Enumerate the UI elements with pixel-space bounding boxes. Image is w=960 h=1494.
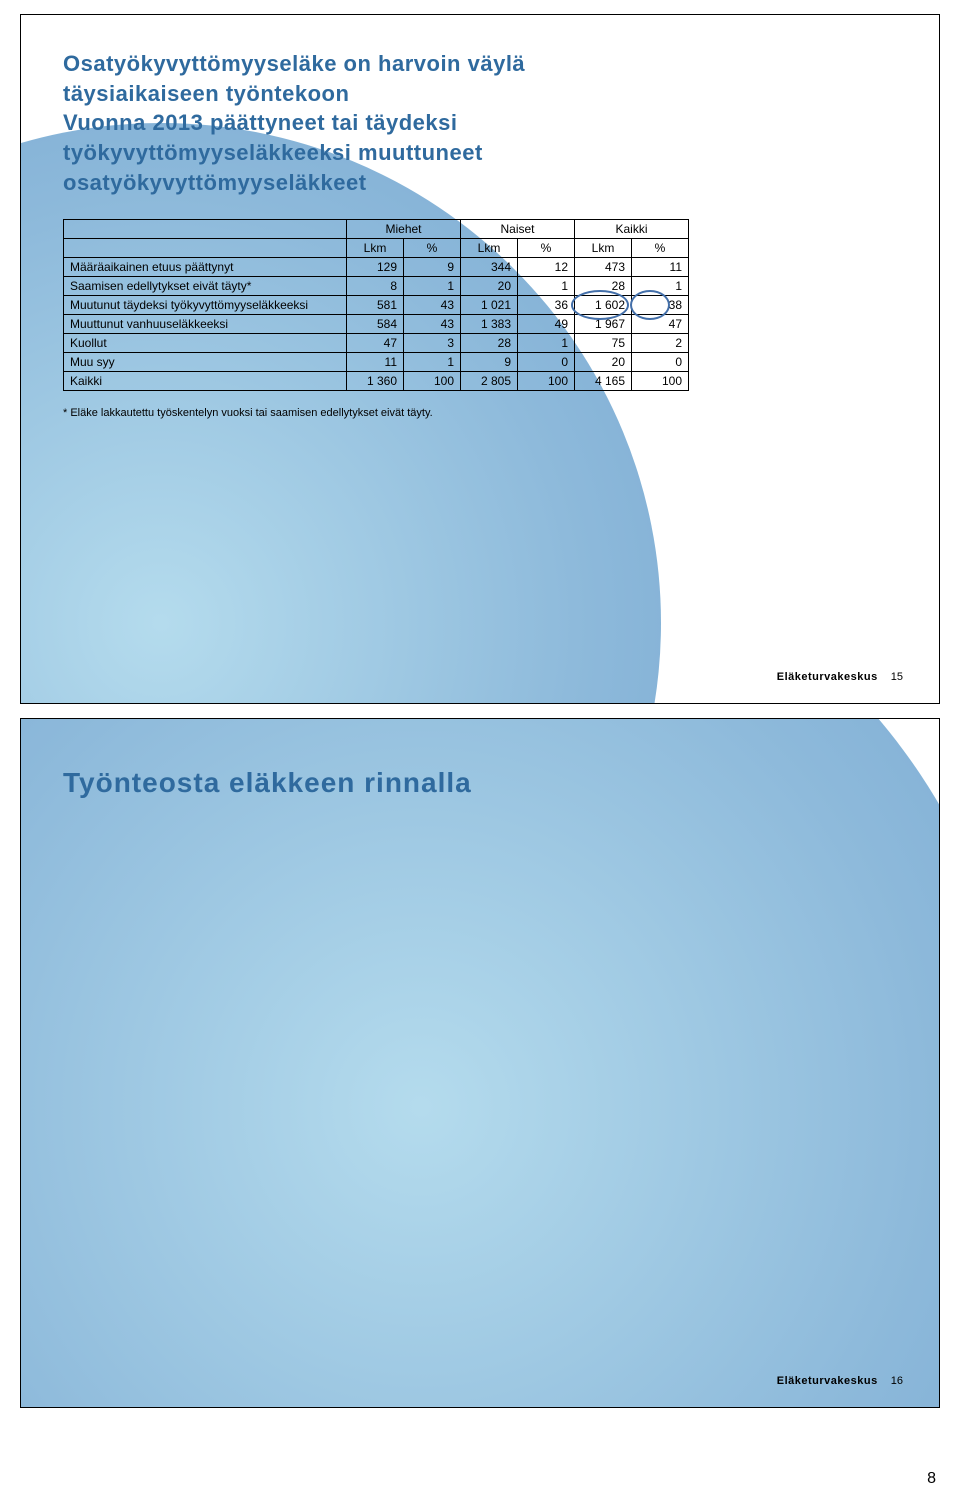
row-cell: 1	[518, 334, 575, 353]
table-row: Muutunut täydeksi työkyvyttömyyseläkkeek…	[64, 296, 689, 315]
table-sub-blank	[64, 239, 347, 258]
row-cell: 20	[461, 277, 518, 296]
table-group-naiset: Naiset	[461, 220, 575, 239]
row-cell: 1 021	[461, 296, 518, 315]
row-cell: 28	[461, 334, 518, 353]
table-corner-blank	[64, 220, 347, 239]
row-cell: 581	[347, 296, 404, 315]
table-row: Muu syy11190200	[64, 353, 689, 372]
slide-footer: Eläketurvakeskus 15	[777, 671, 903, 683]
row-label: Muutunut täydeksi työkyvyttömyyseläkkeek…	[64, 296, 347, 315]
row-cell: 28	[575, 277, 632, 296]
table-sub-0: Lkm	[347, 239, 404, 258]
table-sub-header-row: Lkm % Lkm % Lkm %	[64, 239, 689, 258]
row-cell: 12	[518, 258, 575, 277]
row-cell: 38	[632, 296, 689, 315]
row-cell: 473	[575, 258, 632, 277]
table-group-miehet: Miehet	[347, 220, 461, 239]
slide-content: Osatyökyvyttömyyseläke on harvoin väylä …	[21, 15, 939, 703]
row-cell: 9	[404, 258, 461, 277]
slide-16: Työnteosta eläkkeen rinnalla Eläketurvak…	[20, 718, 940, 1408]
footer-brand: Eläketurvakeskus	[777, 1375, 878, 1387]
table-group-header-row: Miehet Naiset Kaikki	[64, 220, 689, 239]
row-cell: 1	[404, 353, 461, 372]
row-label: Muuttunut vanhuuseläkkeeksi	[64, 315, 347, 334]
table-row: Saamisen edellytykset eivät täyty*812012…	[64, 277, 689, 296]
slide-content: Työnteosta eläkkeen rinnalla	[21, 719, 939, 1407]
table-body: Määräaikainen etuus päättynyt12993441247…	[64, 258, 689, 391]
row-cell: 8	[347, 277, 404, 296]
table-row: Määräaikainen etuus päättynyt12993441247…	[64, 258, 689, 277]
row-cell: 129	[347, 258, 404, 277]
footer-slide-number: 15	[891, 671, 903, 683]
row-label: Kaikki	[64, 372, 347, 391]
slide-footer: Eläketurvakeskus 16	[777, 1375, 903, 1387]
row-cell: 3	[404, 334, 461, 353]
row-cell: 47	[632, 315, 689, 334]
row-cell: 1	[518, 277, 575, 296]
row-label: Määräaikainen etuus päättynyt	[64, 258, 347, 277]
row-cell: 1	[632, 277, 689, 296]
table-wrap: Miehet Naiset Kaikki Lkm % Lkm % Lkm %	[63, 219, 897, 391]
row-cell: 20	[575, 353, 632, 372]
footer-slide-number: 16	[891, 1375, 903, 1387]
footer-brand: Eläketurvakeskus	[777, 671, 878, 683]
row-cell: 100	[632, 372, 689, 391]
table-sub-1: %	[404, 239, 461, 258]
table-row: Kaikki1 3601002 8051004 165100	[64, 372, 689, 391]
row-label: Saamisen edellytykset eivät täyty*	[64, 277, 347, 296]
table-group-kaikki: Kaikki	[575, 220, 689, 239]
table-sub-4: Lkm	[575, 239, 632, 258]
slide-15: Osatyökyvyttömyyseläke on harvoin väylä …	[20, 14, 940, 704]
row-cell: 0	[518, 353, 575, 372]
row-cell: 2	[632, 334, 689, 353]
row-cell: 75	[575, 334, 632, 353]
table-sub-3: %	[518, 239, 575, 258]
row-cell: 344	[461, 258, 518, 277]
row-cell: 1 967	[575, 315, 632, 334]
slide-title: Osatyökyvyttömyyseläke on harvoin väylä …	[63, 49, 897, 197]
section-title: Työnteosta eläkkeen rinnalla	[63, 767, 897, 799]
row-cell: 1 360	[347, 372, 404, 391]
row-cell: 36	[518, 296, 575, 315]
row-cell: 47	[347, 334, 404, 353]
row-cell: 43	[404, 315, 461, 334]
row-cell: 1	[404, 277, 461, 296]
row-cell: 11	[632, 258, 689, 277]
row-cell: 2 805	[461, 372, 518, 391]
page-number: 8	[927, 1470, 936, 1488]
row-cell: 100	[518, 372, 575, 391]
table-sub-2: Lkm	[461, 239, 518, 258]
table-row: Muuttunut vanhuuseläkkeeksi584431 383491…	[64, 315, 689, 334]
row-cell: 49	[518, 315, 575, 334]
row-cell: 1 383	[461, 315, 518, 334]
row-label: Kuollut	[64, 334, 347, 353]
table-footnote: * Eläke lakkautettu työskentelyn vuoksi …	[63, 407, 897, 419]
table-row: Kuollut473281752	[64, 334, 689, 353]
data-table: Miehet Naiset Kaikki Lkm % Lkm % Lkm %	[63, 219, 689, 391]
row-cell: 43	[404, 296, 461, 315]
row-label: Muu syy	[64, 353, 347, 372]
row-cell: 0	[632, 353, 689, 372]
row-cell: 4 165	[575, 372, 632, 391]
table-sub-5: %	[632, 239, 689, 258]
row-cell: 11	[347, 353, 404, 372]
row-cell: 9	[461, 353, 518, 372]
row-cell: 100	[404, 372, 461, 391]
row-cell: 1 602	[575, 296, 632, 315]
row-cell: 584	[347, 315, 404, 334]
